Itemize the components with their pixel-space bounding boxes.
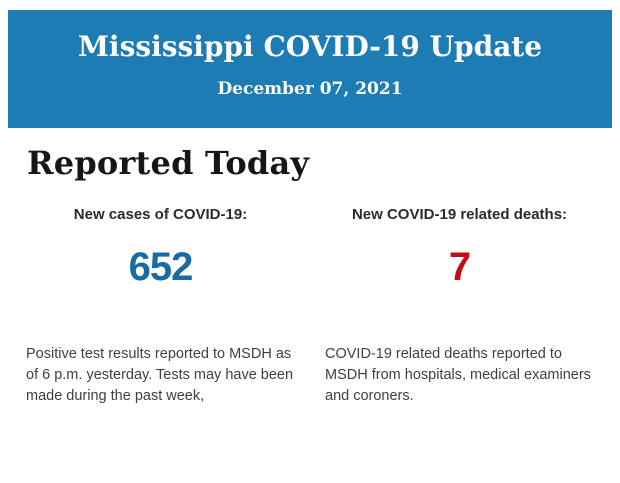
new-cases-description: Positive test results reported to MSDH a… xyxy=(26,346,294,405)
stats-row: New cases of COVID-19: 652 New COVID-19 … xyxy=(0,206,620,289)
stat-column-new-deaths: New COVID-19 related deaths: 7 xyxy=(325,206,594,289)
new-deaths-value: 7 xyxy=(448,245,471,290)
new-deaths-label: New COVID-19 related deaths: xyxy=(351,206,568,224)
header-banner: Mississippi COVID-19 Update December 07,… xyxy=(8,10,612,128)
new-cases-value: 652 xyxy=(128,245,194,290)
section-heading-reported-today: Reported Today xyxy=(27,144,310,182)
new-deaths-description: COVID-19 related deaths reported to MSDH… xyxy=(325,346,591,405)
report-date: December 07, 2021 xyxy=(217,79,403,100)
page-title: Mississippi COVID-19 Update xyxy=(77,30,543,63)
new-cases-label: New cases of COVID-19: xyxy=(73,206,248,224)
descriptions-row: Positive test results reported to MSDH a… xyxy=(0,344,620,407)
stat-column-new-cases: New cases of COVID-19: 652 xyxy=(26,206,295,289)
